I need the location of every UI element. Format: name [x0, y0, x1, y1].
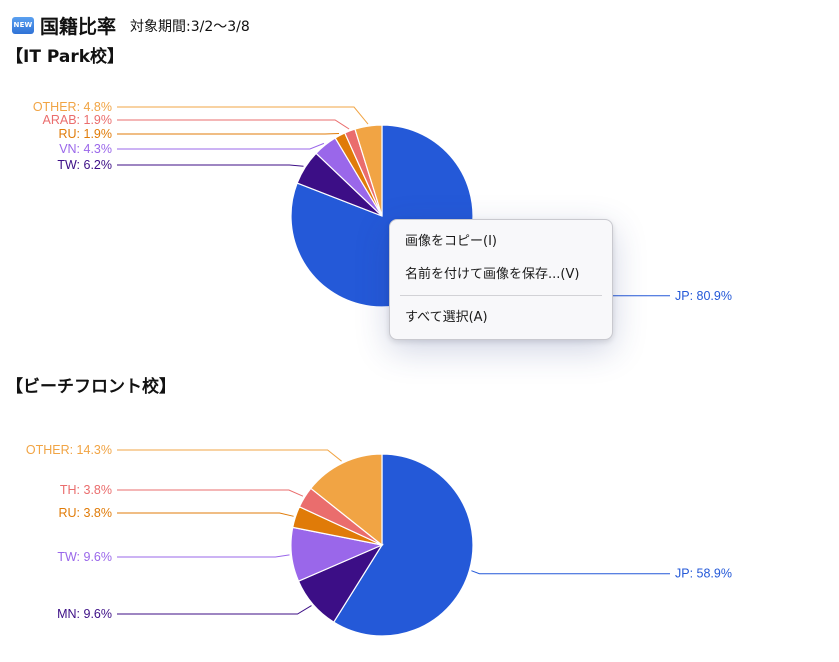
new-badge-icon: NEW — [12, 16, 34, 34]
leader-line-ru-c1 — [117, 133, 340, 135]
page-title: 国籍比率 — [40, 15, 117, 38]
leader-line-other-c2 — [117, 449, 342, 462]
menu-item-copy-image[interactable]: 画像をコピー(I) — [405, 234, 497, 249]
leader-line-mn-c2 — [117, 605, 312, 615]
slice-label-jp-c2: JP: 58.9% — [675, 567, 732, 581]
period-label: 対象期間:3/2〜3/8 — [130, 19, 250, 35]
slice-label-tw-c2: TW: 9.6% — [57, 550, 112, 564]
slice-label-other-c1: OTHER: 4.8% — [33, 100, 112, 114]
menu-item-save-image-as[interactable]: 名前を付けて画像を保存...(V) — [405, 267, 580, 282]
menu-item-select-all[interactable]: すべて選択(A) — [405, 310, 488, 325]
context-menu: 画像をコピー(I) 名前を付けて画像を保存...(V) すべて選択(A) — [389, 219, 613, 340]
leader-line-th-c2 — [117, 489, 304, 497]
leader-line-other-c1 — [117, 106, 369, 125]
pie-slice-other-c1 — [354, 124, 383, 217]
slice-label-mn-c2: MN: 9.6% — [57, 607, 112, 621]
leader-line-arab-c1 — [117, 119, 350, 130]
slice-label-jp-c1: JP: 80.9% — [675, 289, 732, 303]
menu-separator — [400, 295, 602, 296]
report-header: NEW 国籍比率 対象期間:3/2〜3/8 — [12, 12, 250, 38]
slice-label-th-c2: TH: 3.8% — [60, 483, 112, 497]
leader-line-tw-c1 — [117, 164, 304, 167]
slice-label-ru-c2: RU: 3.8% — [59, 506, 113, 520]
slice-label-vn-c1: VN: 4.3% — [59, 142, 112, 156]
slice-label-other-c2: OTHER: 14.3% — [26, 443, 112, 457]
section-title-beachfront: 【ビーチフロント校】 — [6, 377, 176, 397]
leader-line-vn-c1 — [117, 142, 325, 150]
leader-line-ru-c2 — [117, 512, 294, 517]
pie-slice-jp-c2 — [332, 453, 474, 637]
pie-slice-other-c2 — [309, 453, 383, 547]
pie-chart-beachfront: JP: 58.9% MN: 9.6% TW: 9.6% RU: 3.8% TH: 3.8… — [26, 443, 732, 637]
slice-label-ru-c1: RU: 1.9% — [59, 127, 113, 141]
section-title-it-park: 【IT Park校】 — [6, 47, 125, 67]
leader-line-tw-c2 — [117, 554, 290, 558]
slice-label-tw-c1: TW: 6.2% — [57, 158, 112, 172]
slice-label-arab-c1: ARAB: 1.9% — [43, 113, 112, 127]
leader-line-jp-c2 — [471, 570, 670, 575]
